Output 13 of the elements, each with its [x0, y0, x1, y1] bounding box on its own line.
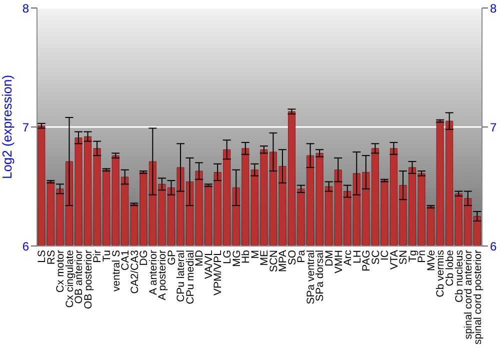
x-tick-label: ventral S	[110, 250, 122, 292]
x-tick-label: LG	[222, 250, 234, 264]
y-tick-label: 8	[22, 1, 30, 16]
x-tick-label: VPM/VPL	[212, 250, 224, 296]
x-tick-label: VMH	[332, 250, 345, 274]
y2-tick-label: 8	[490, 1, 497, 16]
y-tick-label: 7	[22, 120, 30, 134]
y-axis-title: Log2 (expression)	[0, 74, 15, 180]
y-tick-label: 6	[22, 239, 30, 254]
y2-tick-label: 7	[490, 120, 497, 134]
x-tick-label: CPu medial	[184, 250, 196, 304]
x-tick-label: Cx cingulate	[64, 250, 76, 308]
y2-tick-label: 6	[490, 239, 497, 254]
